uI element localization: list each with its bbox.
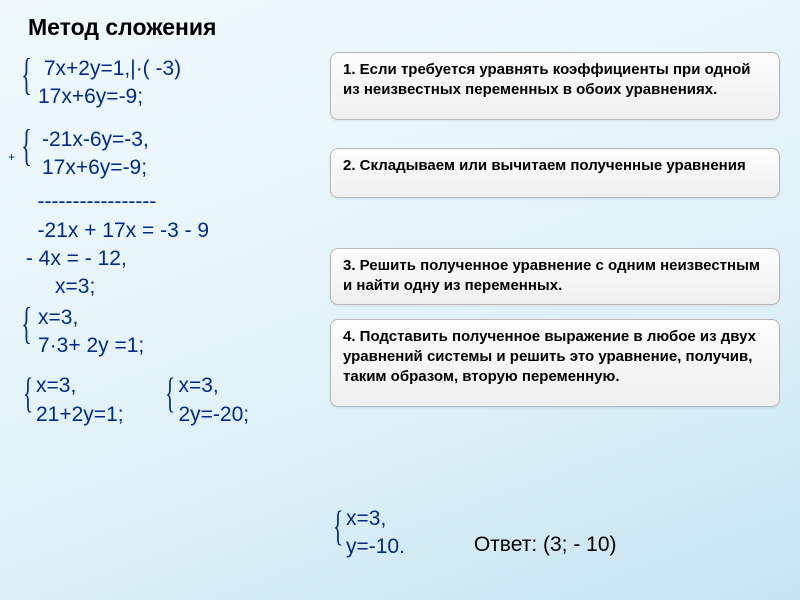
steps-column: 1. Если требуется уравнять коэффициенты … bbox=[330, 52, 780, 417]
eq-line: 21+2y=1; bbox=[20, 401, 158, 429]
eq-line: -21x + 17x = -3 - 9 bbox=[20, 217, 325, 245]
eq-line: 17x+6y=-9; bbox=[20, 83, 325, 111]
step-box-1: 1. Если требуется уравнять коэффициенты … bbox=[330, 52, 780, 120]
eq-line: x=3, bbox=[330, 505, 440, 533]
equations-column: { 7x+2y=1,|·( -3) 17x+6y=-9; { + -21x-6y… bbox=[20, 55, 325, 429]
eq-line: x=3, bbox=[162, 372, 300, 400]
eq-line: - 4x = - 12, bbox=[20, 245, 325, 273]
eq-line: 17x+6y=-9; bbox=[20, 154, 325, 182]
eq-line: -21x-6y=-3, bbox=[20, 126, 325, 154]
eq-line: x=3, bbox=[20, 372, 158, 400]
eq-line: y=-10. bbox=[330, 533, 440, 561]
step-box-3: 3. Решить полученное уравнение с одним н… bbox=[330, 248, 780, 305]
answer-region: { x=3, y=-10. Ответ: (3; - 10) bbox=[330, 505, 617, 562]
step-box-2: 2. Складываем или вычитаем полученные ур… bbox=[330, 148, 780, 198]
system-3: { x=3, 7·3+ 2y =1; bbox=[20, 304, 325, 361]
system-5: { x=3, 2y=-20; bbox=[162, 372, 300, 429]
eq-line: ----------------- bbox=[20, 188, 325, 216]
eq-line: x=3, bbox=[20, 304, 325, 332]
answer-text: Ответ: (3; - 10) bbox=[474, 533, 617, 557]
system-4: { x=3, 21+2y=1; bbox=[20, 372, 158, 429]
eq-line: 7·3+ 2y =1; bbox=[20, 332, 325, 360]
system-2: { + -21x-6y=-3, 17x+6y=-9; bbox=[20, 126, 325, 183]
eq-line: x=3; bbox=[20, 273, 325, 301]
page-title: Метод сложения bbox=[28, 14, 216, 41]
system-1: { 7x+2y=1,|·( -3) 17x+6y=-9; bbox=[20, 55, 325, 112]
bottom-systems-row: { x=3, 21+2y=1; { x=3, 2y=-20; bbox=[20, 372, 325, 429]
eq-line: 7x+2y=1,|·( -3) bbox=[20, 55, 325, 83]
system-final: { x=3, y=-10. bbox=[330, 505, 440, 562]
step-box-4: 4. Подставить полученное выражение в люб… bbox=[330, 319, 780, 407]
eq-line: 2y=-20; bbox=[162, 401, 300, 429]
plus-icon: + bbox=[8, 150, 15, 164]
